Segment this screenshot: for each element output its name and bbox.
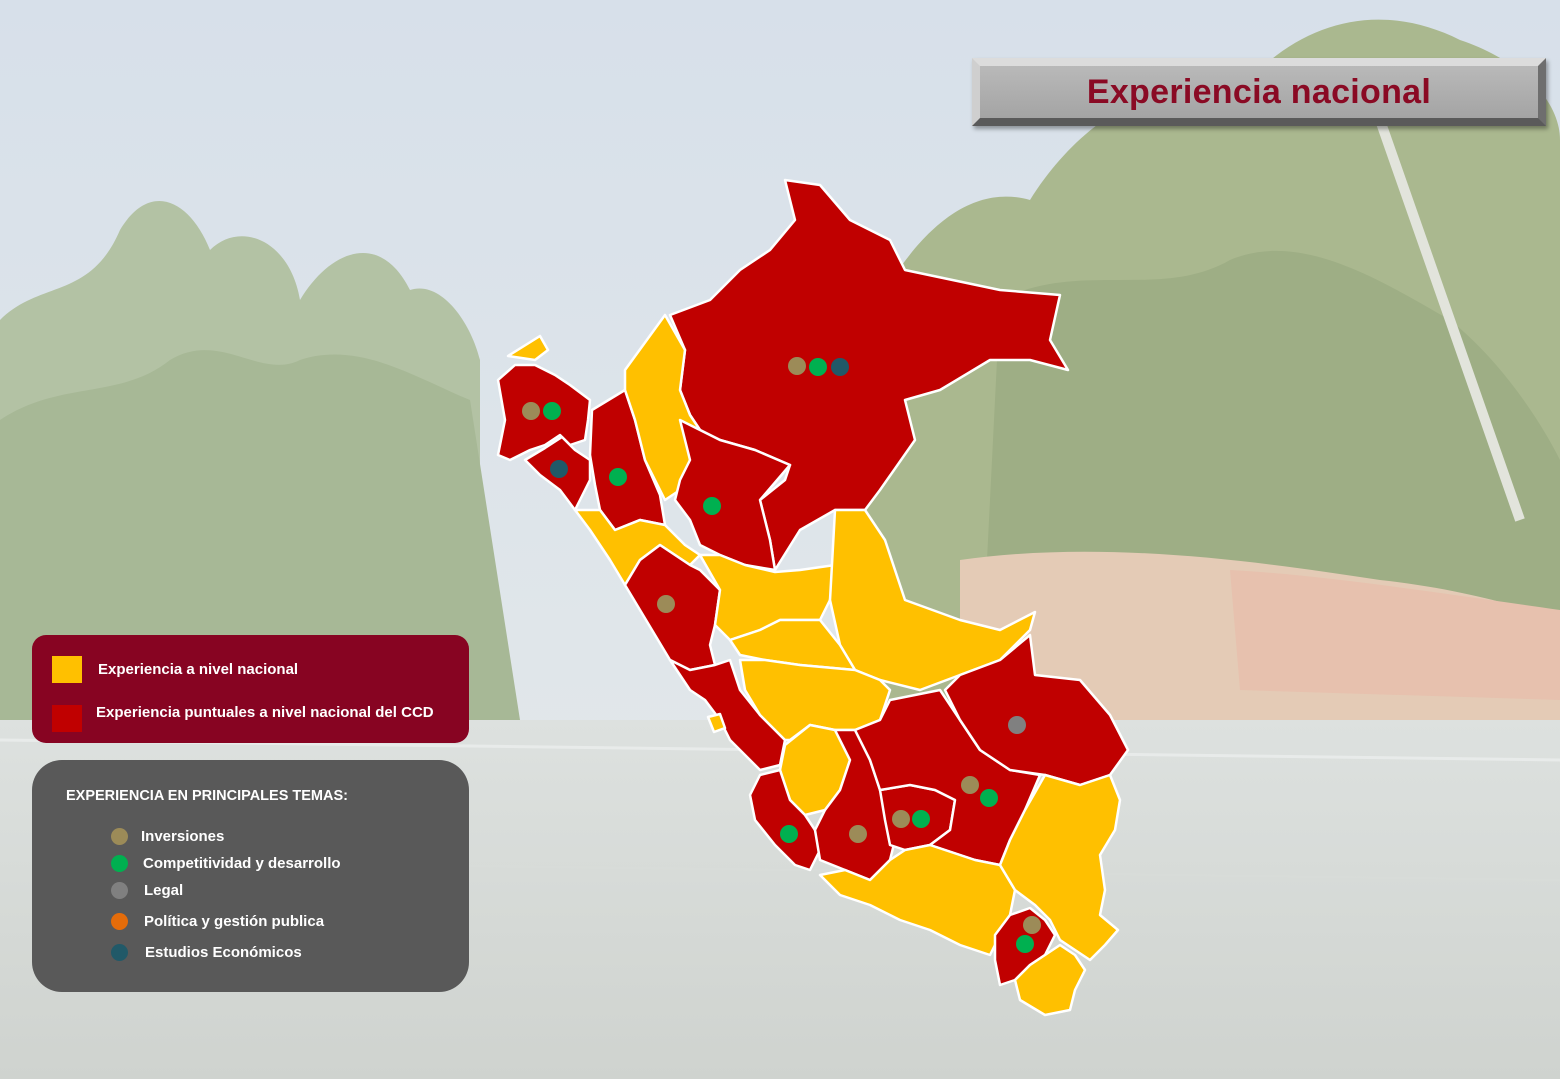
marker-cajamarca-competitividad: [609, 468, 627, 486]
topic-label: Inversiones: [141, 828, 225, 845]
marker-moquegua-competitividad: [1016, 935, 1034, 953]
topic-dot-inversiones: [111, 828, 128, 845]
topic-label: Estudios Económicos: [145, 944, 302, 961]
region-tacna[interactable]: [1013, 943, 1087, 1017]
marker-lambayeque-estudios: [550, 460, 568, 478]
marker-apurimac-inversiones: [892, 810, 910, 828]
legend-swatch-national: [52, 656, 82, 683]
marker-madrededios-legal: [1008, 716, 1026, 734]
marker-ica-competitividad: [780, 825, 798, 843]
marker-sanmartin-competitividad: [703, 497, 721, 515]
topic-label: Política y gestión publica: [144, 913, 325, 930]
marker-ayacucho-inversiones: [849, 825, 867, 843]
marker-piura-competitividad: [543, 402, 561, 420]
legend-label-national: Experiencia a nivel nacional: [98, 661, 299, 678]
topic-label: Legal: [144, 882, 184, 899]
legend-swatch-ccd: [52, 705, 82, 732]
legend-item-national: Experiencia a nivel nacional: [52, 656, 298, 683]
marker-apurimac-competitividad: [912, 810, 930, 828]
topic-markers: [522, 357, 1041, 953]
topic-item-estudios: Estudios Económicos: [111, 944, 302, 961]
legend-topics: EXPERIENCIA EN PRINCIPALES TEMAS: Invers…: [32, 760, 469, 992]
legend-item-ccd: Experiencia puntuales a nivel nacional d…: [52, 704, 434, 732]
marker-cusco-competitividad: [980, 789, 998, 807]
marker-loreto-estudios: [831, 358, 849, 376]
topic-dot-legal: [111, 882, 128, 899]
legend-coverage: Experiencia a nivel nacional Experiencia…: [32, 635, 469, 743]
page-title: Experiencia nacional: [1086, 72, 1432, 111]
topic-dot-politica: [111, 913, 128, 930]
region-la-libertad[interactable]: [573, 508, 702, 587]
region-pasco[interactable]: [728, 618, 857, 672]
legend-topics-heading: EXPERIENCIA EN PRINCIPALES TEMAS:: [66, 788, 348, 804]
marker-piura-inversiones: [522, 402, 540, 420]
marker-loreto-competitividad: [809, 358, 827, 376]
region-puno[interactable]: [998, 773, 1122, 962]
region-madre-de-dios[interactable]: [943, 633, 1130, 787]
marker-cusco-inversiones: [961, 776, 979, 794]
topic-dot-estudios: [111, 944, 128, 961]
marker-moquegua-inversiones: [1023, 916, 1041, 934]
topic-dot-competitividad: [111, 855, 128, 872]
marker-loreto-inversiones: [788, 357, 806, 375]
marker-ancash-inversiones: [657, 595, 675, 613]
title-banner: Experiencia nacional: [972, 58, 1546, 126]
region-callao: [706, 712, 727, 734]
topic-item-inversiones: Inversiones: [111, 828, 224, 845]
topic-item-politica: Política y gestión publica: [111, 913, 324, 930]
region-ica[interactable]: [748, 768, 822, 872]
topic-label: Competitividad y desarrollo: [143, 855, 341, 872]
region-loreto[interactable]: [668, 178, 1070, 572]
legend-label-ccd: Experiencia puntuales a nivel nacional d…: [96, 704, 434, 721]
region-tumbes[interactable]: [506, 334, 550, 362]
topic-item-legal: Legal: [111, 882, 183, 899]
topic-item-competitividad: Competitividad y desarrollo: [111, 855, 341, 872]
